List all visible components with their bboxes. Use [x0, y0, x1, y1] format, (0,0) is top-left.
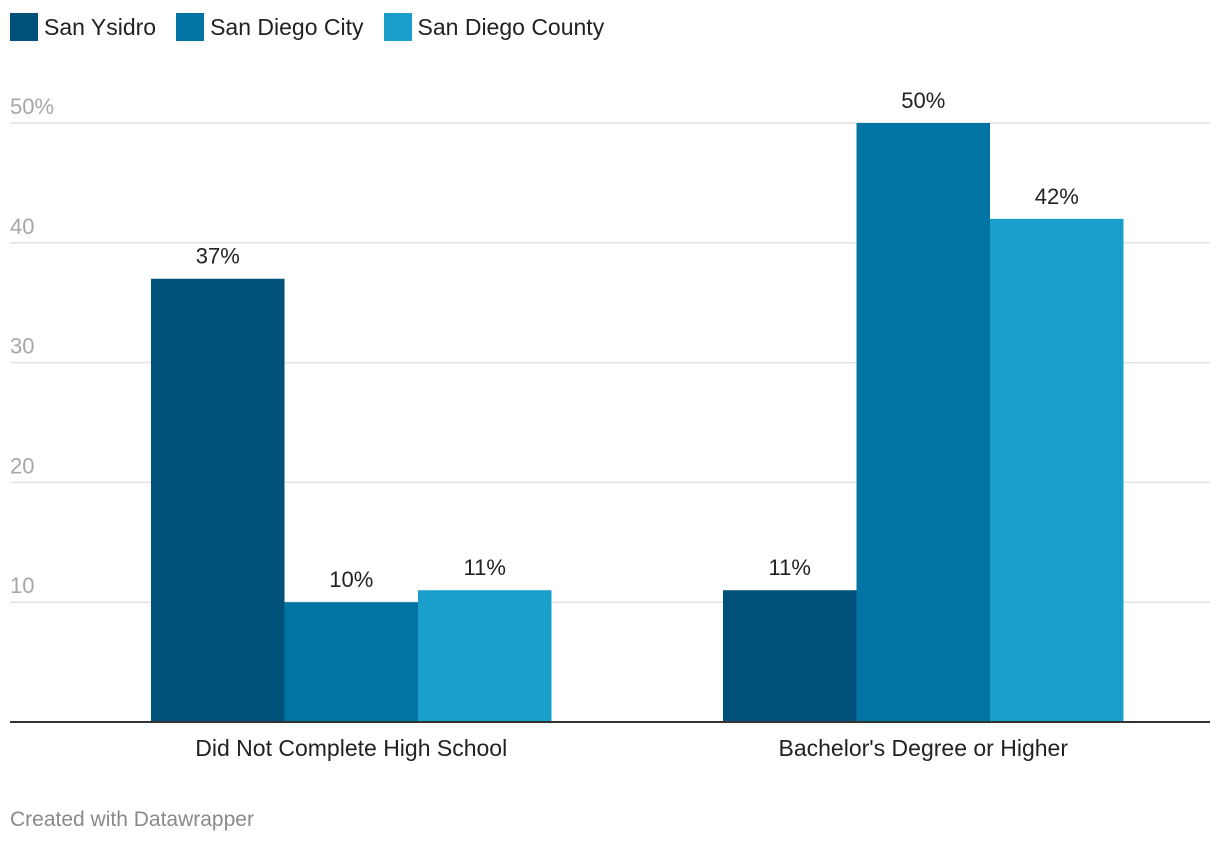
legend-item-san-diego-county: San Diego County	[383, 13, 605, 41]
legend-label: San Diego City	[210, 13, 364, 40]
x-category-label: Did Not Complete High School	[195, 735, 507, 761]
bar	[856, 123, 990, 722]
bar-chart: 10 20 30 40 50% 37% 10% 11% Did Not Complete Hig…	[10, 88, 1210, 761]
legend-swatch	[176, 13, 205, 41]
legend-label: San Ysidro	[44, 13, 157, 40]
y-tick-label: 30	[10, 334, 34, 359]
legend-swatch	[383, 13, 412, 41]
data-label: 42%	[1035, 184, 1079, 209]
bar	[151, 278, 285, 722]
legend-label: San Diego County	[417, 13, 605, 40]
bar	[284, 602, 418, 722]
bar	[418, 590, 552, 722]
y-tick-label: 10	[10, 573, 34, 598]
y-tick-label: 50%	[10, 94, 54, 119]
y-tick-label: 40	[10, 214, 34, 239]
data-label: 10%	[329, 567, 373, 592]
data-label: 37%	[196, 244, 240, 269]
data-label: 11%	[464, 555, 506, 580]
y-tick-label: 20	[10, 453, 34, 478]
legend-item-san-diego-city: San Diego City	[176, 13, 364, 41]
data-label: 11%	[769, 555, 811, 580]
legend-swatch	[10, 13, 38, 41]
legend-item-san-ysidro: San Ysidro	[10, 13, 156, 41]
footer-credit: Created with Datawrapper	[10, 808, 254, 831]
bar	[990, 218, 1124, 722]
legend: San Ysidro San Diego City San Diego Coun…	[10, 13, 624, 41]
x-category-label: Bachelor's Degree or Higher	[779, 735, 1069, 761]
bar	[723, 590, 857, 722]
data-label: 50%	[901, 88, 945, 113]
